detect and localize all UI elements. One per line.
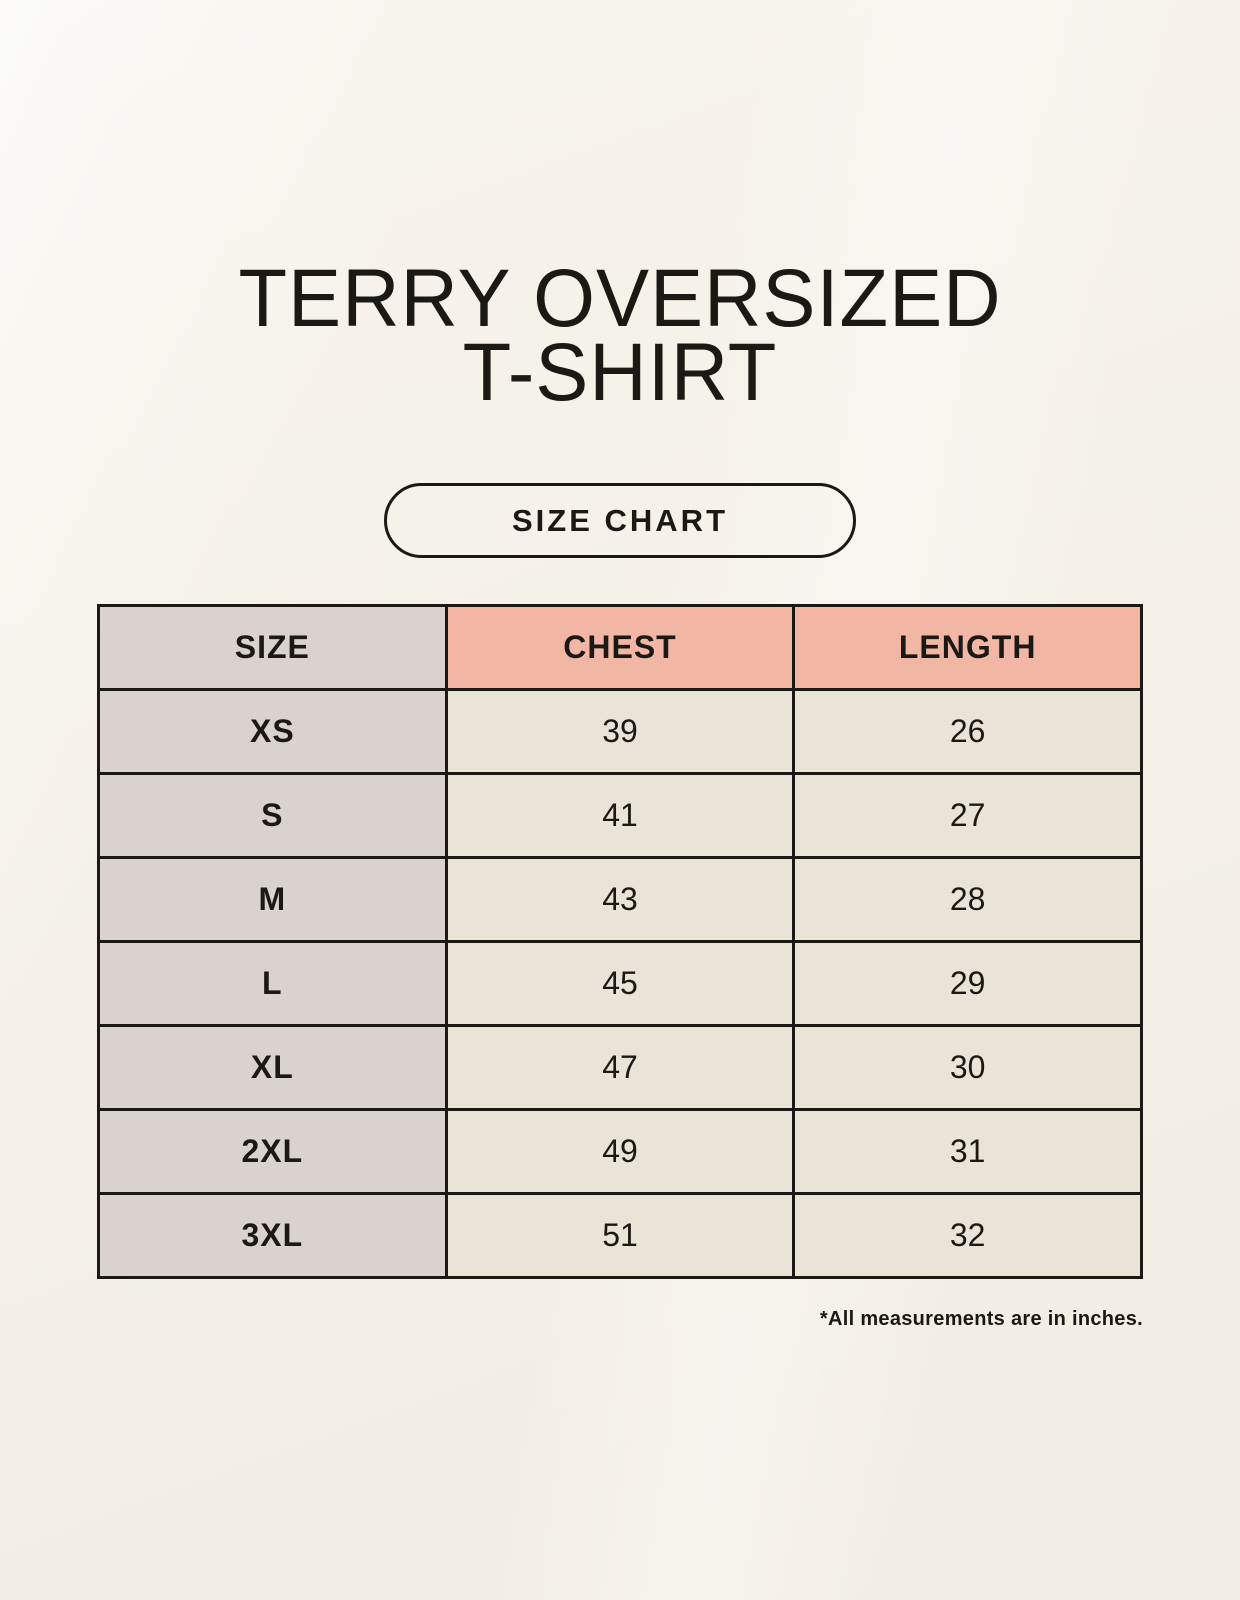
length-value-cell: 29 [792,940,1143,1027]
table-row: M 43 28 [97,856,1143,943]
table-row: L 45 29 [97,940,1143,1027]
size-table-body: XS 39 26 S 41 27 M 43 28 L 45 29 XL 47 30 2XL 49 31 3XL 51 3… [97,688,1143,1279]
chest-value-cell: 41 [444,772,796,859]
chest-value-cell: 45 [444,940,796,1027]
length-value-cell: 26 [792,688,1143,775]
length-value-cell: 28 [792,856,1143,943]
page-title-line1: TERRY OVERSIZED [238,253,1002,344]
table-row: XL 47 30 [97,1024,1143,1111]
table-row: S 41 27 [97,772,1143,859]
table-header-row: SIZE CHEST LENGTH [97,604,1143,691]
chest-value-cell: 49 [444,1108,796,1195]
size-label-cell: XL [97,1024,448,1111]
size-label-cell: S [97,772,448,859]
table-row: 3XL 51 32 [97,1192,1143,1279]
size-label-cell: M [97,856,448,943]
table-row: XS 39 26 [97,688,1143,775]
size-table: SIZE CHEST LENGTH XS 39 26 S 41 27 M 43 28 L 45 29 X… [97,604,1143,1279]
measurements-footnote: *All measurements are in inches. [819,1308,1143,1330]
size-label-cell: XS [97,688,448,775]
length-value-cell: 31 [792,1108,1143,1195]
length-value-cell: 27 [792,772,1143,859]
chest-value-cell: 43 [444,856,796,943]
length-value-cell: 32 [792,1192,1143,1279]
size-table-container: SIZE CHEST LENGTH XS 39 26 S 41 27 M 43 28 L 45 29 X… [97,604,1143,1279]
col-header-length: LENGTH [792,604,1143,691]
length-value-cell: 30 [792,1024,1143,1111]
size-label-cell: L [97,940,448,1027]
chest-value-cell: 51 [444,1192,796,1279]
table-row: 2XL 49 31 [97,1108,1143,1195]
col-header-size: SIZE [97,604,448,691]
col-header-chest: CHEST [444,604,796,691]
page-title: TERRY OVERSIZED T-SHIRT [19,258,1222,414]
chest-value-cell: 47 [444,1024,796,1111]
chest-value-cell: 39 [444,688,796,775]
page-title-line2: T-SHIRT [462,327,778,418]
size-label-cell: 3XL [97,1192,448,1279]
size-label-cell: 2XL [97,1108,448,1195]
size-chart-badge-label: SIZE CHART [512,502,728,538]
size-chart-badge: SIZE CHART [384,483,856,558]
